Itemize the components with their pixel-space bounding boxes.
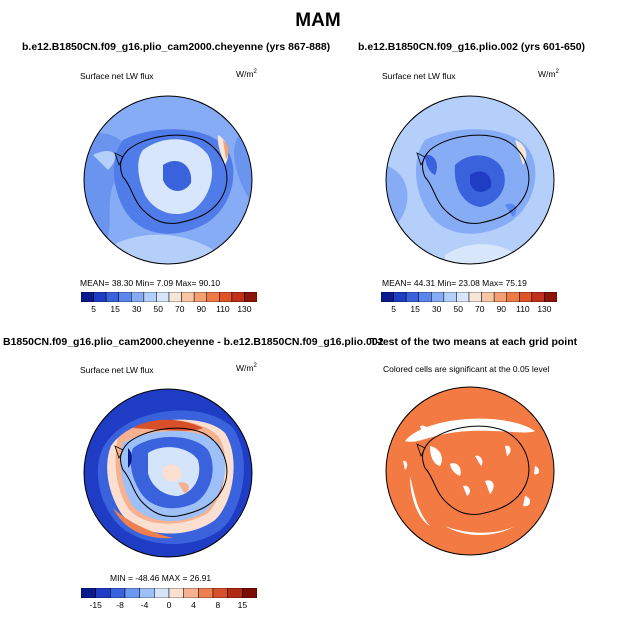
colorbar-segment	[139, 588, 155, 598]
colorbar-segment	[418, 292, 432, 302]
colorbar-tick-label: 4	[191, 600, 196, 610]
panel-3-variable: Surface net LW flux	[80, 365, 154, 375]
colorbar-tick-label: 110	[216, 304, 230, 314]
colorbar-segment	[531, 292, 545, 302]
colorbar-tick-label: 70	[475, 304, 485, 314]
colorbar-segment	[154, 588, 170, 598]
colorbar-segment	[231, 292, 245, 302]
colorbar-tick-label: 30	[131, 304, 142, 314]
figure-title: MAM	[295, 10, 341, 31]
colorbar-tick-label: 0	[166, 600, 172, 610]
colorbar-segment	[143, 292, 157, 302]
colorbar-segment	[219, 292, 233, 302]
colorbar-tick-label: 90	[496, 304, 507, 314]
colorbar-segment	[227, 588, 243, 598]
panel-2-stats: MEAN= 44.31 Min= 23.08 Max= 75.19	[382, 278, 527, 288]
colorbar-segment	[110, 588, 126, 598]
panel-1-map	[83, 95, 253, 265]
panel-2-map	[385, 95, 555, 265]
colorbar-tick-label: 110	[516, 304, 530, 314]
panel-1-units: W/m2	[236, 69, 257, 79]
colorbar-tick-label: 5	[91, 304, 96, 314]
colorbar-segment	[456, 292, 470, 302]
colorbar-segment	[212, 588, 228, 598]
colorbar-segment	[544, 292, 557, 302]
colorbar-tick-label: 70	[175, 304, 185, 314]
colorbar-segment	[506, 292, 520, 302]
panel-2-units: W/m2	[538, 69, 559, 79]
colorbar-tick-label: 30	[431, 304, 442, 314]
colorbar-tick-label: 50	[453, 304, 463, 314]
colorbar-segment	[468, 292, 482, 302]
panel-3-units: W/m2	[236, 363, 257, 373]
panel-1-stats: MEAN= 38.30 Min= 7.09 Max= 90.10	[80, 278, 221, 288]
colorbar-tick-label: 15	[110, 304, 120, 314]
colorbar-tick-label: -8	[116, 600, 124, 610]
colorbar-segment	[124, 588, 140, 598]
colorbar-tick-label: 15	[410, 304, 420, 314]
panel-1-colorbar-ticks: 5 15 30 50 70 90 110 130	[81, 304, 257, 316]
panel-3-map	[83, 388, 253, 558]
colorbar-segment	[443, 292, 457, 302]
colorbar-segment	[81, 588, 96, 598]
colorbar-segment	[93, 292, 107, 302]
colorbar-segment	[431, 292, 445, 302]
colorbar-segment	[181, 292, 195, 302]
colorbar-segment	[95, 588, 111, 598]
colorbar-segment	[393, 292, 407, 302]
colorbar-segment	[105, 292, 119, 302]
colorbar-segment	[381, 292, 394, 302]
colorbar-tick-label: 130	[537, 304, 552, 314]
colorbar-tick-label: 130	[237, 304, 252, 314]
colorbar-segment	[206, 292, 220, 302]
panel-2-title: b.e12.B1850CN.f09_g16.plio.002 (yrs 601-…	[358, 41, 586, 53]
panel-4-note: Colored cells are significant at the 0.0…	[383, 364, 550, 374]
colorbar-tick-label: -15	[89, 600, 102, 610]
panel-4-map	[385, 386, 555, 556]
colorbar-segment	[242, 588, 257, 598]
colorbar-segment	[493, 292, 507, 302]
colorbar-segment	[481, 292, 495, 302]
panel-4-title: T-test of the two means at each grid poi…	[370, 336, 578, 348]
colorbar-segment	[131, 292, 145, 302]
panel-3-colorbar	[81, 588, 257, 598]
colorbar-segment	[81, 292, 94, 302]
colorbar-tick-label: 90	[196, 304, 207, 314]
colorbar-tick-label: 5	[391, 304, 396, 314]
colorbar-tick-label: 50	[153, 304, 163, 314]
panel-3-colorbar-ticks: -15 -8 -4 0 4 8 15	[81, 600, 257, 612]
colorbar-tick-label: 15	[237, 600, 248, 610]
colorbar-segment	[168, 292, 182, 302]
colorbar-segment	[244, 292, 257, 302]
colorbar-segment	[519, 292, 533, 302]
colorbar-segment	[183, 588, 199, 598]
colorbar-segment	[168, 588, 184, 598]
panel-1-colorbar	[81, 292, 257, 302]
colorbar-tick-label: -4	[140, 600, 149, 610]
colorbar-segment	[193, 292, 207, 302]
panel-3-title: B1850CN.f09_g16.plio_cam2000.cheyenne - …	[3, 336, 384, 348]
colorbar-segment	[118, 292, 132, 302]
panel-2-colorbar-ticks: 5 15 30 50 70 90 110 130	[381, 304, 557, 316]
colorbar-tick-label: 8	[215, 600, 221, 610]
panel-2-variable: Surface net LW flux	[382, 71, 456, 81]
panel-2-colorbar	[381, 292, 557, 302]
panel-3-stats: MIN = -48.46 MAX = 26.91	[110, 573, 212, 583]
colorbar-segment	[156, 292, 170, 302]
panel-1-variable: Surface net LW flux	[80, 71, 154, 81]
colorbar-segment	[405, 292, 419, 302]
colorbar-segment	[198, 588, 214, 598]
panel-1-title: b.e12.B1850CN.f09_g16.plio_cam2000.cheye…	[22, 41, 331, 53]
